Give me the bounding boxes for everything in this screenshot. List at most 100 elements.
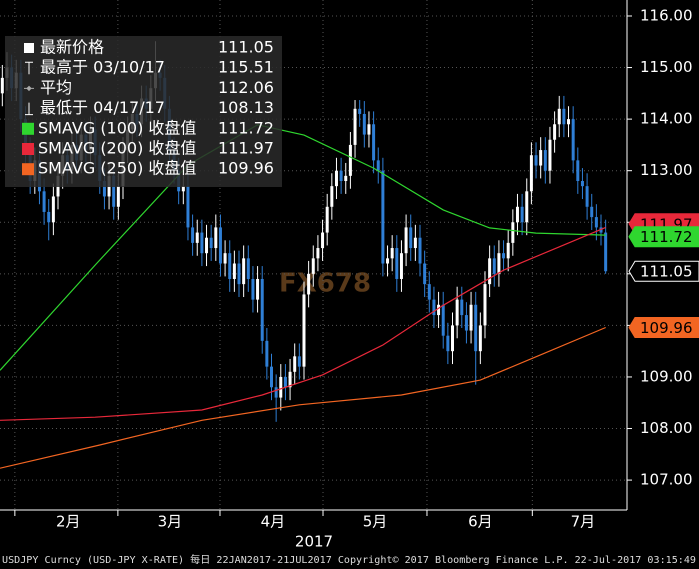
candle-body [455, 299, 459, 326]
legend-icon [24, 43, 34, 53]
value-tag-label: 111.72 [640, 228, 693, 246]
candle-body [116, 186, 120, 207]
candle-body [353, 108, 357, 145]
candle-body [265, 340, 269, 367]
legend-label: SMAVG (100) 收盘值 [38, 118, 196, 137]
candle-body [311, 258, 315, 274]
x-tick-label: 3月 [158, 513, 183, 531]
value-tag [628, 226, 699, 248]
candle-body [112, 175, 116, 207]
candle-body [529, 155, 533, 192]
candle-body [297, 356, 301, 367]
candle-body [242, 258, 246, 285]
candle-body [525, 191, 529, 223]
candle-body [469, 304, 473, 331]
candle-body [223, 253, 227, 264]
candle-body [237, 263, 241, 285]
legend-swatch [22, 163, 34, 176]
legend-label: 最低于 04/17/17 [40, 98, 165, 117]
candle-body [209, 237, 213, 249]
legend-icon [24, 85, 34, 92]
candle-body [441, 304, 445, 336]
legend-value: 111.97 [218, 139, 274, 158]
legend-swatch [22, 143, 34, 155]
candle-body [362, 113, 366, 135]
candle-body [339, 170, 343, 182]
candle-body [386, 258, 390, 264]
legend-box [5, 36, 282, 187]
legend-swatch [22, 122, 34, 135]
candle-body [492, 258, 496, 274]
candle-body [423, 263, 427, 285]
value-tag-label: 109.96 [640, 319, 693, 337]
candle-body [293, 356, 297, 372]
value-tag [628, 260, 699, 282]
candle-body [186, 186, 190, 228]
legend-value: 111.05 [218, 38, 274, 57]
legend-label: SMAVG (200) 收盘值 [38, 139, 196, 158]
candle-body [214, 227, 218, 249]
value-tag [628, 316, 699, 338]
candle-body [590, 206, 594, 218]
candle-body [330, 186, 334, 207]
candle-body [520, 206, 524, 223]
x-tick-label: 2月 [56, 513, 81, 531]
candle-body [432, 299, 436, 316]
candle-body [316, 248, 320, 259]
candle-body [557, 108, 561, 125]
candle-body [450, 325, 454, 352]
candle-body [334, 170, 338, 187]
candle-body [42, 191, 46, 212]
candle-body [191, 227, 195, 243]
legend-value: 108.13 [218, 98, 274, 117]
y-tick-label: 115.00 [640, 58, 693, 76]
candle-body [321, 232, 325, 249]
candle-body [534, 155, 538, 166]
value-tag-label: 111.05 [640, 263, 693, 281]
x-tick-label: 6月 [468, 513, 493, 531]
watermark: FX678 [279, 269, 371, 299]
x-tick-label: 7月 [571, 513, 596, 531]
candle-body [283, 376, 287, 388]
candle-body [418, 237, 422, 264]
ma-line [0, 226, 606, 421]
x-tick-label: 4月 [261, 513, 286, 531]
candle-body [594, 217, 598, 228]
x-tick-label: 5月 [363, 513, 388, 531]
candle-body [539, 150, 543, 166]
candle-body [390, 248, 394, 259]
candle-body [446, 335, 450, 352]
candle-body [585, 186, 589, 207]
legend-icon [25, 61, 33, 75]
candle-body [437, 304, 441, 316]
candle-body [228, 253, 232, 279]
candle-body [376, 160, 380, 171]
candle-body [256, 278, 260, 300]
legend-value: 115.51 [218, 58, 274, 77]
y-tick-label: 116.00 [640, 6, 693, 24]
y-tick-label: 113.00 [640, 161, 693, 179]
candle-body [302, 294, 306, 367]
candle-body [562, 108, 566, 125]
candle-body [464, 315, 468, 331]
ma-line [0, 326, 606, 469]
legend-value: 111.72 [218, 118, 274, 137]
legend-value: 112.06 [218, 78, 274, 97]
candle-body [515, 206, 519, 223]
candle-body [427, 284, 431, 300]
candle-body [47, 211, 51, 223]
candle-body [511, 222, 515, 243]
candle-body [381, 170, 385, 264]
candle-body [269, 366, 273, 388]
candle-body [232, 263, 236, 279]
candle-body [274, 387, 278, 398]
candle-body [604, 232, 608, 272]
candle-body [460, 299, 464, 316]
legend-label: SMAVG (250) 收盘值 [38, 159, 196, 178]
footer: USDJPY Curncy (USD-JPY X-RATE) 每日 22JAN2… [2, 553, 696, 566]
candle-body [399, 253, 403, 279]
legend-label: 最高于 03/10/17 [40, 58, 165, 77]
candle-body [102, 181, 106, 197]
candle-body [474, 304, 478, 352]
